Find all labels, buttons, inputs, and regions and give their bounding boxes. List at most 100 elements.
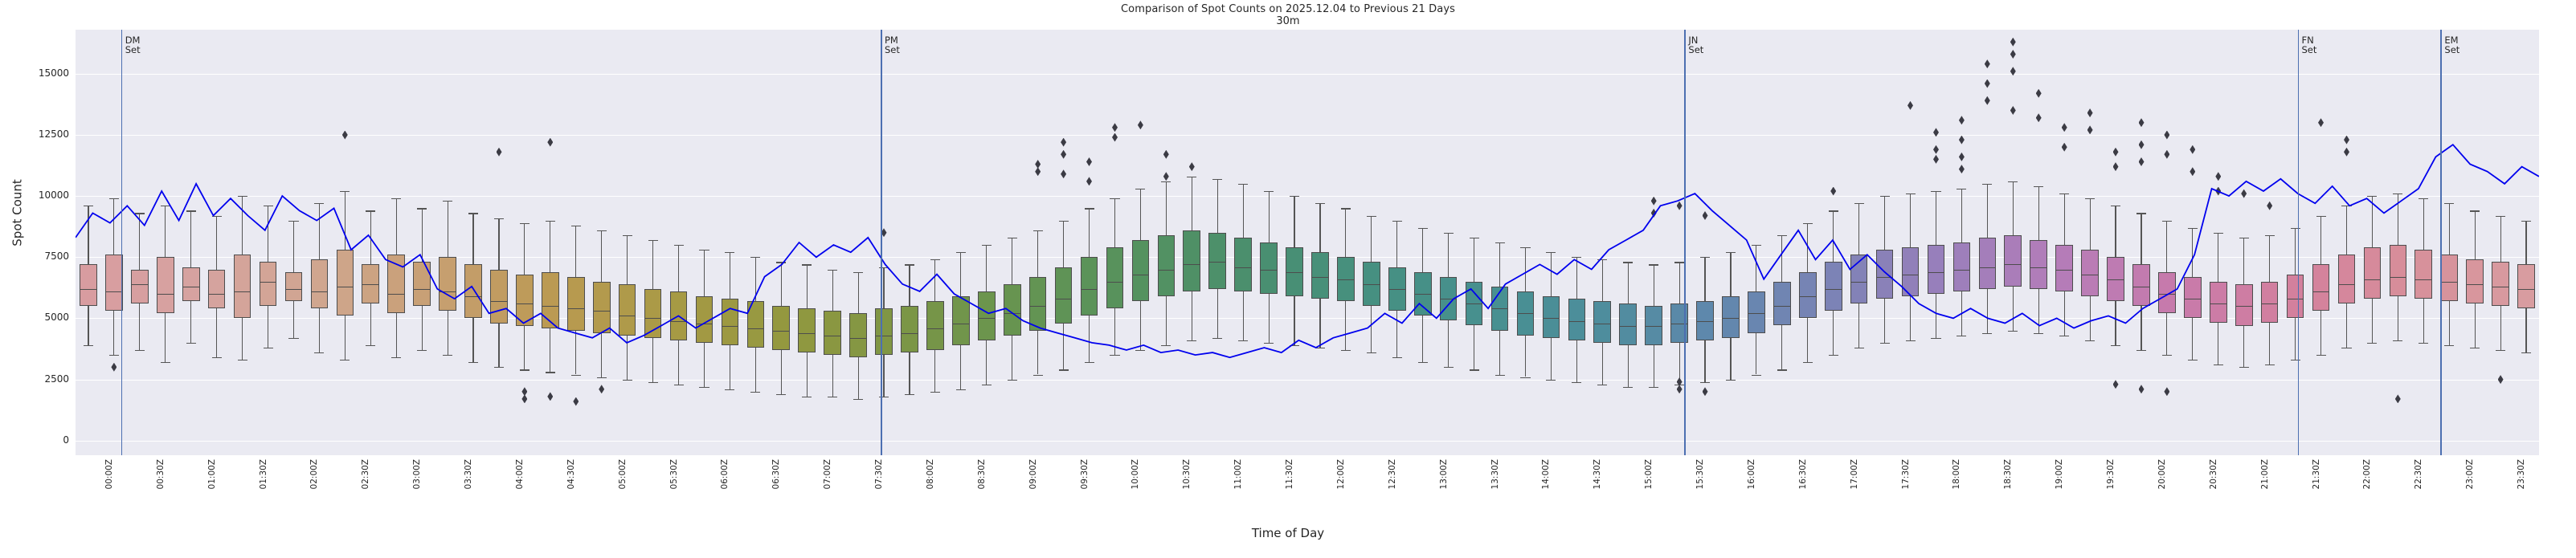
outlier-marker: [1112, 123, 1118, 132]
box: [875, 308, 893, 356]
whisker-cap: [83, 344, 94, 347]
box: [2492, 262, 2509, 307]
vertical-marker-line: [2297, 30, 2300, 455]
whisker-cap: [1392, 357, 1402, 359]
outlier-marker: [2112, 162, 2119, 172]
median-line: [1875, 276, 1894, 278]
whisker-cap: [391, 198, 402, 200]
whisker-cap: [648, 240, 658, 242]
x-axis-tick: 19:00Z: [2055, 459, 2065, 490]
whisker-cap: [955, 389, 966, 390]
whisker-cap: [1674, 262, 1685, 263]
box: [1670, 303, 1688, 343]
whisker-cap: [1623, 386, 1634, 388]
whisker-cap: [2187, 227, 2198, 229]
whisker-cap: [955, 252, 966, 254]
whisker-cap: [1264, 191, 1274, 193]
box: [2235, 283, 2253, 326]
gridline: [76, 440, 2539, 442]
x-axis-tick: 10:00Z: [1131, 459, 1141, 490]
whisker-cap: [1135, 350, 1146, 352]
median-line: [721, 325, 739, 327]
box: [926, 301, 944, 350]
whisker-cap: [776, 262, 787, 263]
median-line: [1748, 313, 1765, 315]
box: [1645, 306, 1662, 345]
whisker-cap: [493, 218, 505, 219]
whisker-cap: [1546, 252, 1556, 254]
x-axis-tick: 07:30Z: [874, 459, 885, 490]
whisker-cap: [1931, 337, 1941, 339]
outlier-marker: [1035, 160, 1041, 169]
box: [2209, 281, 2227, 324]
box: [1978, 237, 1997, 289]
outlier-marker: [1984, 96, 1990, 105]
whisker-cap: [391, 357, 402, 359]
whisker-cap: [1032, 374, 1043, 376]
gridline: [76, 196, 2539, 198]
y-axis-label: Spot Count: [8, 0, 27, 426]
x-axis-tick: 10:30Z: [1182, 459, 1192, 490]
whisker-cap: [443, 201, 453, 202]
median-line: [362, 283, 380, 285]
outlier-marker: [2497, 375, 2504, 385]
whisker-cap: [417, 208, 427, 210]
median-line: [413, 288, 431, 290]
outlier-marker: [1958, 152, 1965, 161]
outlier-marker: [2215, 172, 2222, 181]
whisker-cap: [1777, 369, 1787, 371]
whisker-cap: [493, 367, 505, 369]
whisker-cap: [879, 267, 889, 268]
outlier-marker: [2010, 106, 2016, 115]
median-line: [1850, 281, 1868, 283]
outlier-marker: [1061, 149, 1067, 159]
box: [1106, 247, 1124, 309]
x-axis-tick: 22:00Z: [2362, 459, 2373, 490]
whisker-cap: [1340, 350, 1351, 352]
x-axis-tick: 05:30Z: [669, 459, 679, 490]
whisker-cap: [1725, 252, 1736, 254]
vertical-marker-label: DM Set: [125, 35, 141, 56]
whisker-cap: [2111, 344, 2121, 347]
median-line: [1952, 269, 1971, 271]
whisker-cap: [570, 374, 581, 376]
x-axis-tick: 11:30Z: [1285, 459, 1295, 490]
whisker-cap: [1417, 362, 1428, 364]
outlier-marker: [2138, 118, 2145, 128]
box: [2286, 274, 2304, 319]
median-line: [2466, 283, 2484, 285]
whisker-cap: [1187, 340, 1197, 341]
whisker-cap: [2239, 367, 2249, 369]
x-axis-tick: 22:30Z: [2414, 459, 2424, 490]
box: [566, 276, 585, 331]
whisker-cap: [1828, 355, 1838, 356]
outlier-marker: [1958, 135, 1965, 145]
plot-area: DM Set PM Set JN Set FN Set EM Set: [76, 30, 2539, 455]
whisker-cap: [545, 372, 555, 373]
median-line: [2440, 281, 2459, 283]
median-line: [1619, 325, 1638, 327]
box: [1927, 245, 1945, 294]
whisker-cap: [1392, 220, 1402, 222]
median-line: [1413, 294, 1432, 295]
vertical-marker-line: [881, 30, 882, 455]
whisker-cap: [904, 393, 915, 396]
median-line: [439, 291, 456, 292]
x-axis-tick: 11:00Z: [1233, 459, 1244, 490]
whisker-cap: [237, 196, 247, 198]
x-axis-tick: 20:30Z: [2208, 459, 2218, 490]
median-line: [2389, 276, 2407, 278]
median-line: [1286, 271, 1303, 273]
whisker-cap: [1546, 379, 1556, 381]
whisker-cap: [1931, 191, 1941, 193]
median-line: [1798, 296, 1817, 298]
median-line: [207, 294, 226, 295]
whisker-cap: [699, 386, 709, 388]
whisker-cap: [134, 350, 145, 352]
outlier-marker: [1061, 169, 1067, 179]
x-axis-tick: 05:00Z: [617, 459, 628, 490]
whisker-cap: [1572, 257, 1582, 259]
box: [2363, 247, 2382, 299]
outlier-marker: [111, 362, 117, 372]
